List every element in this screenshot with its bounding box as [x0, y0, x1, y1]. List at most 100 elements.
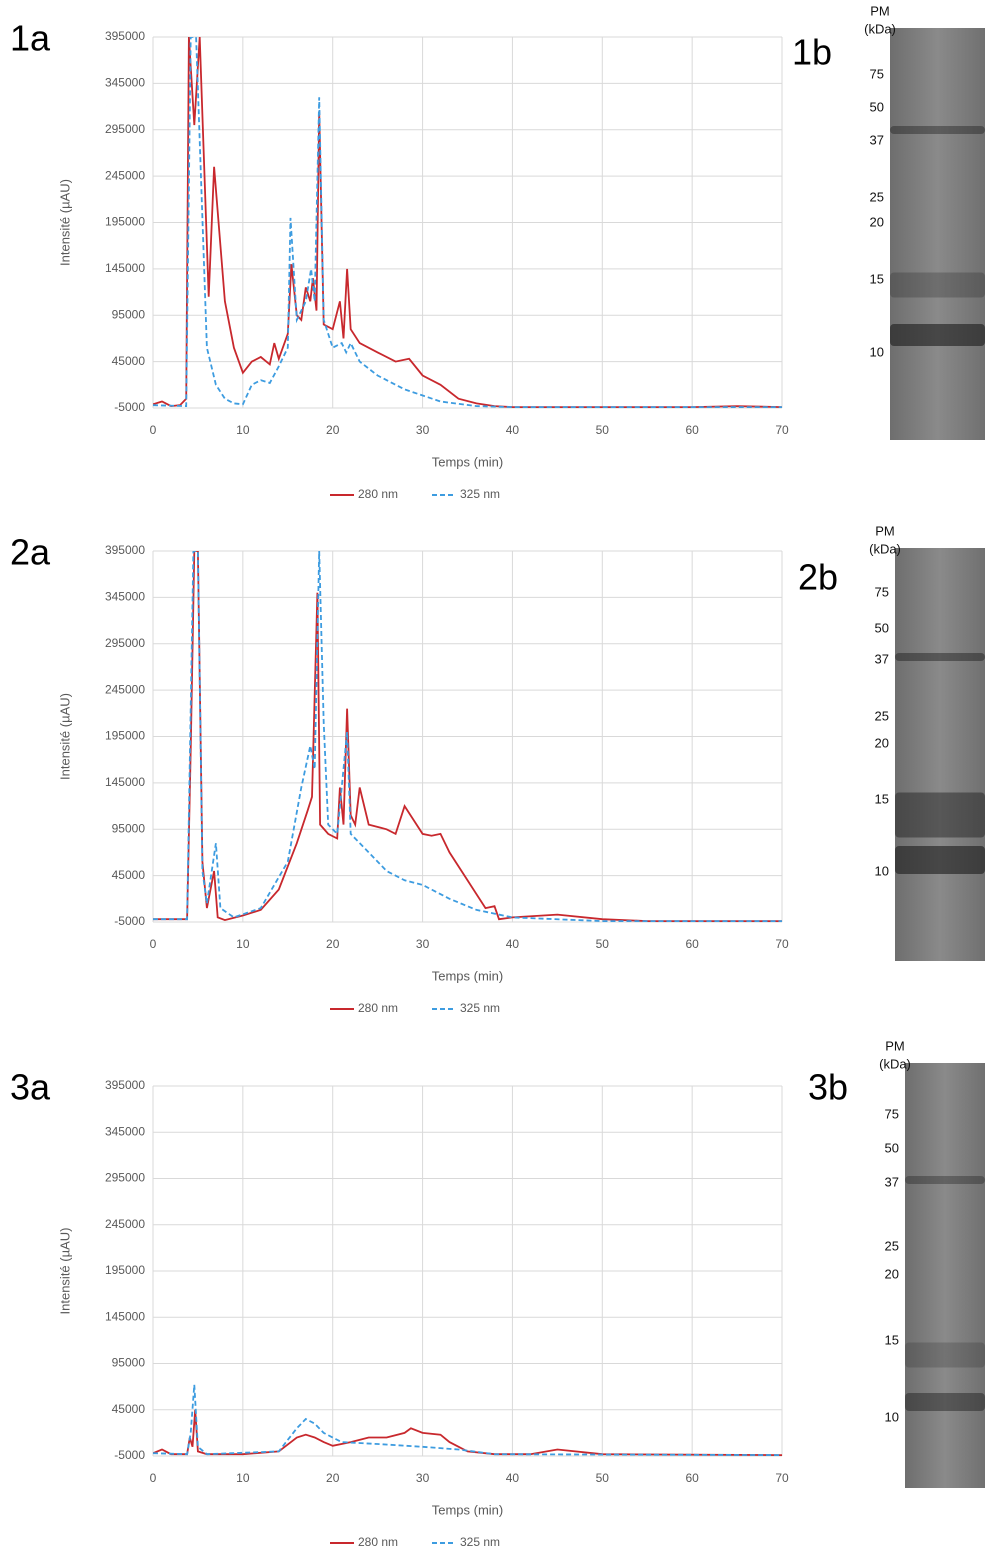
data-line	[153, 37, 782, 408]
y-tick-label: 395000	[105, 1078, 145, 1092]
x-tick-label: 70	[775, 423, 789, 437]
x-tick-label: 20	[326, 937, 340, 951]
y-tick-label: 345000	[105, 590, 145, 604]
legend-label: 280 nm	[358, 1535, 398, 1549]
legend-label: 325 nm	[460, 1001, 500, 1015]
y-tick-label: 245000	[105, 1217, 145, 1231]
y-tick-label: 45000	[112, 868, 146, 882]
marker-label: 37	[870, 132, 884, 147]
legend-label: 280 nm	[358, 1001, 398, 1015]
x-tick-label: 20	[326, 1471, 340, 1485]
marker-label: 50	[870, 99, 884, 114]
gel-image	[895, 548, 985, 961]
x-tick-label: 60	[685, 1471, 699, 1485]
y-axis-title: Intensité (µAU)	[57, 693, 72, 780]
x-tick-label: 0	[150, 937, 157, 951]
x-tick-label: 20	[326, 423, 340, 437]
x-tick-label: 50	[596, 1471, 610, 1485]
data-line	[153, 37, 782, 408]
legend-label: 325 nm	[460, 487, 500, 501]
x-tick-label: 70	[775, 1471, 789, 1485]
marker-label: 10	[875, 863, 889, 878]
panel-label: 3a	[10, 1067, 51, 1108]
marker-label: 50	[885, 1140, 899, 1155]
marker-label: 25	[875, 708, 889, 723]
chart: 2a -5000 45000 95000 145000 195000 245000 29500…	[10, 532, 789, 1016]
y-tick-label: 145000	[105, 1309, 145, 1323]
panel-label: 1b	[792, 32, 832, 73]
gel-image	[890, 28, 985, 440]
y-tick-label: 295000	[105, 122, 145, 136]
x-tick-label: 60	[685, 423, 699, 437]
y-tick-label: -5000	[114, 914, 145, 928]
marker-label: 15	[870, 271, 884, 286]
x-axis-title: Temps (min)	[432, 968, 504, 983]
x-tick-label: 40	[506, 937, 520, 951]
x-tick-label: 10	[236, 423, 250, 437]
gel-header: (kDa)	[869, 541, 901, 556]
data-line	[153, 551, 782, 922]
marker-label: 25	[885, 1238, 899, 1253]
gel-band	[890, 272, 985, 298]
gel-image	[905, 1063, 985, 1488]
y-tick-label: 295000	[105, 1171, 145, 1185]
y-tick-label: 195000	[105, 215, 145, 229]
y-tick-label: 145000	[105, 775, 145, 789]
y-tick-label: 95000	[112, 307, 146, 321]
y-tick-label: 245000	[105, 168, 145, 182]
y-tick-label: 345000	[105, 76, 145, 90]
legend-label: 325 nm	[460, 1535, 500, 1549]
marker-label: 25	[870, 189, 884, 204]
marker-label: 37	[885, 1174, 899, 1189]
x-tick-label: 50	[596, 423, 610, 437]
marker-label: 20	[875, 735, 889, 750]
x-axis-title: Temps (min)	[432, 1502, 504, 1517]
marker-label: 10	[870, 344, 884, 359]
marker-label: 75	[870, 66, 884, 81]
marker-label: 20	[870, 214, 884, 229]
y-tick-label: 295000	[105, 636, 145, 650]
x-tick-label: 50	[596, 937, 610, 951]
marker-label: 37	[875, 651, 889, 666]
gel-band	[890, 324, 985, 346]
gel-header: (kDa)	[879, 1056, 911, 1071]
x-tick-label: 30	[416, 423, 430, 437]
gel-header: (kDa)	[864, 21, 896, 36]
x-tick-label: 70	[775, 937, 789, 951]
data-line	[153, 1409, 782, 1456]
legend-label: 280 nm	[358, 487, 398, 501]
x-axis-title: Temps (min)	[432, 454, 504, 469]
x-tick-label: 60	[685, 937, 699, 951]
y-axis-title: Intensité (µAU)	[57, 1228, 72, 1315]
gel-band	[905, 1342, 985, 1368]
x-tick-label: 10	[236, 1471, 250, 1485]
panel-label: 3b	[808, 1067, 848, 1108]
panel-label: 1a	[10, 18, 51, 59]
gel-band	[905, 1393, 985, 1411]
x-tick-label: 0	[150, 1471, 157, 1485]
y-tick-label: 45000	[112, 1402, 146, 1416]
chart: 3a -5000 45000 95000 145000 195000 245000 29500…	[10, 1067, 789, 1550]
y-tick-label: 395000	[105, 29, 145, 43]
gel-header: PM	[875, 523, 895, 538]
y-tick-label: 95000	[112, 1356, 146, 1370]
data-line	[153, 1384, 782, 1456]
y-tick-label: -5000	[114, 1448, 145, 1462]
y-tick-label: 95000	[112, 821, 146, 835]
y-axis-title: Intensité (µAU)	[57, 179, 72, 266]
marker-label: 15	[875, 791, 889, 806]
data-line	[153, 551, 782, 922]
x-tick-label: 40	[506, 423, 520, 437]
marker-label: 75	[875, 584, 889, 599]
x-tick-label: 0	[150, 423, 157, 437]
y-tick-label: -5000	[114, 400, 145, 414]
gel-band	[895, 653, 985, 661]
y-tick-label: 45000	[112, 354, 146, 368]
gel-band	[895, 846, 985, 874]
gel-header: PM	[870, 3, 890, 18]
x-tick-label: 10	[236, 937, 250, 951]
panel-label: 2b	[798, 557, 838, 598]
marker-label: 20	[885, 1266, 899, 1281]
y-tick-label: 195000	[105, 1263, 145, 1277]
